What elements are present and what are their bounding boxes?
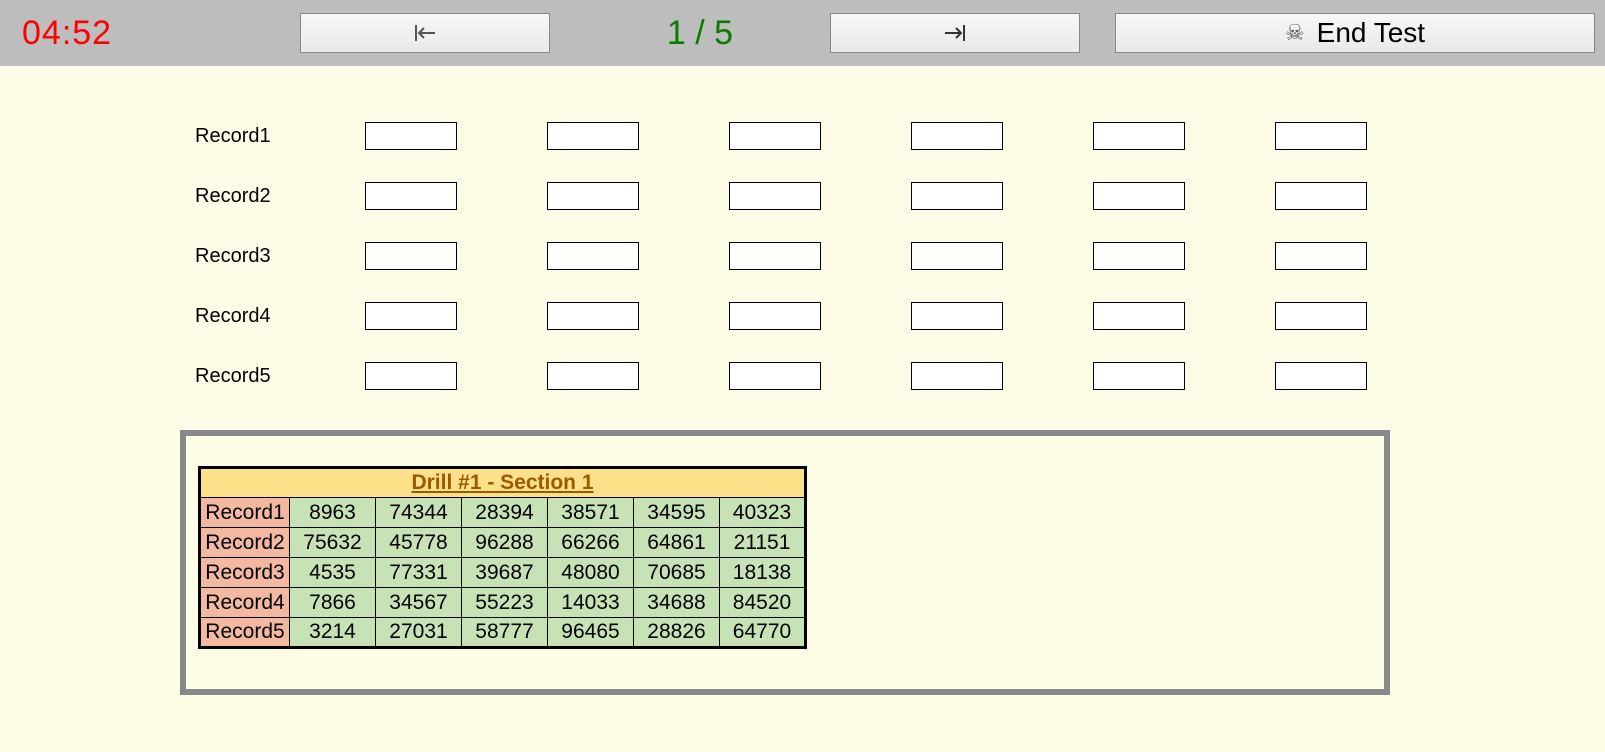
reference-cell: 39687 [462, 558, 548, 588]
answer-input[interactable] [911, 182, 1003, 210]
arrow-last-icon [943, 25, 967, 41]
reference-cell: 45778 [376, 528, 462, 558]
reference-row: Record2756324577896288662666486121151 [200, 528, 806, 558]
reference-row: Record532142703158777964652882664770 [200, 618, 806, 648]
reference-cell: 84520 [720, 588, 806, 618]
reference-cell: 14033 [548, 588, 634, 618]
question-progress: 1 / 5 [640, 14, 760, 53]
reference-cell: 70685 [634, 558, 720, 588]
input-row: Record4 [195, 286, 1605, 346]
arrow-first-icon [413, 25, 437, 41]
skull-icon: ☠ [1285, 20, 1305, 46]
prev-question-button[interactable] [300, 13, 550, 53]
answer-input[interactable] [1275, 302, 1367, 330]
reference-cell: 48080 [548, 558, 634, 588]
reference-cell: 34567 [376, 588, 462, 618]
answer-input[interactable] [911, 242, 1003, 270]
answer-input[interactable] [729, 122, 821, 150]
input-row-label: Record5 [195, 365, 365, 388]
answer-input[interactable] [1275, 242, 1367, 270]
answer-input[interactable] [547, 302, 639, 330]
answer-input[interactable] [1093, 302, 1185, 330]
reference-row: Record189637434428394385713459540323 [200, 498, 806, 528]
reference-row: Record478663456755223140333468884520 [200, 588, 806, 618]
reference-cell: 77331 [376, 558, 462, 588]
answer-input[interactable] [547, 362, 639, 390]
reference-table: Drill #1 - Section 1Record18963743442839… [198, 466, 807, 649]
top-toolbar: 04:52 1 / 5 ☠ End Test [0, 0, 1605, 66]
reference-title: Drill #1 - Section 1 [200, 468, 806, 498]
answer-input[interactable] [729, 182, 821, 210]
answer-input[interactable] [547, 242, 639, 270]
end-test-label: End Test [1317, 17, 1425, 49]
answer-input[interactable] [911, 122, 1003, 150]
reference-cell: 27031 [376, 618, 462, 648]
reference-row-label: Record2 [200, 528, 290, 558]
reference-cell: 64770 [720, 618, 806, 648]
reference-cell: 7866 [290, 588, 376, 618]
reference-cell: 58777 [462, 618, 548, 648]
reference-cell: 96288 [462, 528, 548, 558]
reference-row-label: Record4 [200, 588, 290, 618]
answer-input[interactable] [1275, 122, 1367, 150]
answer-input[interactable] [911, 362, 1003, 390]
answer-input[interactable] [547, 182, 639, 210]
answer-input[interactable] [729, 302, 821, 330]
reference-cell: 18138 [720, 558, 806, 588]
reference-cell: 64861 [634, 528, 720, 558]
answer-input[interactable] [365, 182, 457, 210]
reference-cell: 21151 [720, 528, 806, 558]
answer-input[interactable] [729, 362, 821, 390]
answer-input[interactable] [365, 302, 457, 330]
input-row: Record3 [195, 226, 1605, 286]
reference-cell: 3214 [290, 618, 376, 648]
reference-cell: 96465 [548, 618, 634, 648]
answer-input[interactable] [1275, 182, 1367, 210]
answer-input[interactable] [547, 122, 639, 150]
reference-cell: 74344 [376, 498, 462, 528]
reference-panel: Drill #1 - Section 1Record18963743442839… [180, 430, 1390, 695]
answer-input[interactable] [365, 122, 457, 150]
answer-input[interactable] [911, 302, 1003, 330]
reference-cell: 4535 [290, 558, 376, 588]
reference-cell: 28394 [462, 498, 548, 528]
input-row-label: Record3 [195, 245, 365, 268]
reference-row: Record345357733139687480807068518138 [200, 558, 806, 588]
reference-cell: 38571 [548, 498, 634, 528]
reference-cell: 28826 [634, 618, 720, 648]
next-question-button[interactable] [830, 13, 1080, 53]
answer-input[interactable] [1275, 362, 1367, 390]
answer-input[interactable] [729, 242, 821, 270]
answer-input[interactable] [365, 242, 457, 270]
reference-row-label: Record3 [200, 558, 290, 588]
end-test-button[interactable]: ☠ End Test [1115, 13, 1595, 53]
reference-cell: 34595 [634, 498, 720, 528]
input-row: Record2 [195, 166, 1605, 226]
input-row-label: Record1 [195, 125, 365, 148]
reference-row-label: Record5 [200, 618, 290, 648]
reference-cell: 75632 [290, 528, 376, 558]
reference-cell: 8963 [290, 498, 376, 528]
answer-input[interactable] [365, 362, 457, 390]
reference-cell: 34688 [634, 588, 720, 618]
answer-input[interactable] [1093, 122, 1185, 150]
reference-cell: 66266 [548, 528, 634, 558]
reference-row-label: Record1 [200, 498, 290, 528]
input-row: Record1 [195, 106, 1605, 166]
answer-input[interactable] [1093, 182, 1185, 210]
answer-input-grid: Record1 Record2 Record3 Record4 Record5 [195, 106, 1605, 406]
input-row-label: Record4 [195, 305, 365, 328]
input-row-label: Record2 [195, 185, 365, 208]
countdown-timer: 04:52 [22, 14, 112, 53]
answer-input[interactable] [1093, 362, 1185, 390]
answer-input[interactable] [1093, 242, 1185, 270]
input-row: Record5 [195, 346, 1605, 406]
reference-cell: 55223 [462, 588, 548, 618]
reference-cell: 40323 [720, 498, 806, 528]
